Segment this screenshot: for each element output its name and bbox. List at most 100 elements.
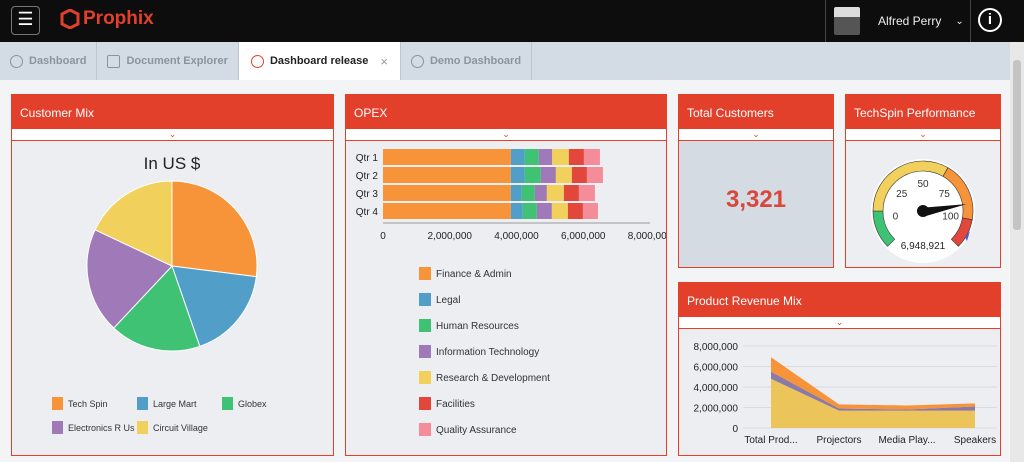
bar-segment: [551, 203, 568, 219]
tab-label: Dashboard release: [269, 55, 369, 67]
info-icon[interactable]: i: [978, 8, 1002, 32]
legend-swatch: [419, 319, 431, 332]
bar-segment: [510, 149, 525, 165]
tab-dashboard[interactable]: Dashboard: [0, 42, 98, 80]
pie-slice-3: [86, 229, 173, 329]
legend-swatch: [419, 267, 431, 280]
tab-document-explorer[interactable]: Document Explorer: [97, 42, 239, 80]
opex-panel: OPEX ⌄ Qtr 1 Qtr 2 Qtr 3 Qtr 4 0 2,000,000 4,0…: [345, 94, 673, 456]
bar-segment: [510, 185, 522, 201]
legend-label: Tech Spin: [68, 399, 108, 409]
scrollbar-thumb[interactable]: [1013, 60, 1021, 230]
bar-segment: [524, 149, 539, 165]
legend-label: Circuit Village: [153, 423, 208, 433]
product-revenue-panel: Product Revenue Mix ⌄ 0 2,000,000 4,000,00…: [678, 282, 1001, 456]
bar-segment: [510, 167, 525, 183]
bar-segment: [563, 185, 579, 201]
legend-label: Globex: [238, 399, 267, 409]
x-tick-label: Media Play...: [878, 435, 935, 446]
logo: Prophix: [60, 8, 154, 30]
x-tick-label: 0: [380, 231, 386, 242]
legend-swatch: [137, 421, 148, 434]
kpi-value: 3,321: [725, 186, 787, 213]
bar-segment: [538, 149, 553, 165]
bar-segment: [534, 185, 547, 201]
panel-title: Product Revenue Mix: [679, 283, 1000, 317]
hamburger-icon[interactable]: ☰: [11, 6, 40, 35]
legend-label: Large Mart: [153, 399, 197, 409]
bar-segment: [522, 203, 537, 219]
gauge-tick-label: 50: [917, 179, 929, 190]
area-chart: 0 2,000,000 4,000,000 6,000,000 8,000,000 Tot…: [694, 342, 997, 446]
gauge-tick-label: 25: [896, 189, 908, 200]
legend-label: Facilities: [436, 399, 475, 410]
y-tick-label: 0: [732, 424, 738, 435]
panel-title: TechSpin Performance: [846, 95, 1000, 129]
panel-title: Total Customers: [679, 95, 833, 129]
x-tick-label: 2,000,000: [428, 231, 473, 242]
close-icon[interactable]: ×: [380, 53, 388, 69]
brand-name: Prophix: [83, 8, 154, 29]
pie-chart: In US $ Tech Spin Large Mart Globex Electron…: [52, 154, 267, 434]
chevron-down-icon[interactable]: ⌄: [846, 129, 1000, 141]
prophix-logo-icon: [60, 9, 80, 29]
y-tick-label: 6,000,000: [694, 363, 739, 374]
x-tick-label: 6,000,000: [561, 231, 606, 242]
tab-label: Dashboard: [29, 55, 87, 67]
area-series-0: [771, 378, 975, 428]
x-tick-label: 4,000,000: [494, 231, 539, 242]
gauge-tick-label: 0: [893, 211, 899, 222]
legend-label: Electronics R Us: [68, 423, 135, 433]
top-bar: ☰ Prophix Alfred Perry ⌄ i: [0, 0, 1024, 42]
pie-slice-4: [94, 180, 173, 267]
legend-label: Human Resources: [436, 321, 519, 332]
opex-bar-chart: Qtr 1 Qtr 2 Qtr 3 Qtr 4 0 2,000,000 4,000,000 6…: [356, 149, 673, 436]
bar-segment: [578, 185, 595, 201]
category-label: Qtr 1: [356, 153, 379, 164]
category-label: Qtr 2: [356, 171, 379, 182]
gauge-chart: 0 25 50 75 100 6,948,921: [871, 159, 975, 263]
y-tick-label: 2,000,000: [694, 404, 739, 415]
x-tick-label: Speakers: [954, 435, 996, 446]
legend-swatch: [222, 397, 233, 410]
tab-bar: Dashboard Document Explorer Dashboard re…: [0, 42, 1010, 80]
legend-swatch: [137, 397, 148, 410]
dashboard-icon: [250, 54, 264, 68]
area-series-1: [771, 371, 975, 411]
legend-swatch: [52, 421, 63, 434]
chevron-down-icon[interactable]: ⌄: [12, 129, 333, 141]
bar-segment: [555, 167, 572, 183]
chevron-down-icon[interactable]: ⌄: [679, 129, 833, 141]
user-menu[interactable]: Alfred Perry ⌄: [825, 0, 971, 42]
legend-label: Finance & Admin: [436, 269, 512, 280]
tab-dashboard-release[interactable]: Dashboard release ×: [238, 42, 401, 80]
gauge-band-3: [950, 217, 973, 247]
x-tick-label: Total Prod...: [744, 435, 797, 446]
x-tick-label: Projectors: [816, 435, 861, 446]
avatar: [834, 7, 860, 35]
pie-slice-2: [113, 265, 201, 352]
panel-title: Customer Mix: [12, 95, 333, 129]
legend-swatch: [419, 345, 431, 358]
bar-segment: [546, 185, 564, 201]
legend-label: Information Technology: [436, 347, 539, 358]
bar-segment: [582, 203, 598, 219]
techspin-panel: TechSpin Performance ⌄ 0 25 50 75 100 6,948,9…: [845, 94, 1001, 268]
y-tick-label: 4,000,000: [694, 383, 739, 394]
bar-segment: [383, 185, 511, 201]
tab-demo-dashboard[interactable]: Demo Dashboard: [401, 42, 533, 80]
bar-segment: [583, 149, 600, 165]
chevron-down-icon: ⌄: [955, 15, 964, 27]
legend-swatch: [419, 293, 431, 306]
gauge-needle: [919, 204, 967, 216]
total-customers-panel: Total Customers ⌄ 3,321: [678, 94, 834, 268]
chevron-down-icon[interactable]: ⌄: [679, 317, 1000, 329]
gauge-value: 6,948,921: [901, 241, 946, 252]
category-label: Qtr 3: [356, 189, 379, 200]
bar-segment: [383, 203, 511, 219]
bar-segment: [521, 185, 535, 201]
legend-label: Research & Development: [436, 373, 550, 384]
category-label: Qtr 4: [356, 207, 379, 218]
chevron-down-icon[interactable]: ⌄: [346, 129, 666, 141]
customer-mix-panel: Customer Mix ⌄ In US $ Tech Spin Large Mar…: [11, 94, 334, 456]
